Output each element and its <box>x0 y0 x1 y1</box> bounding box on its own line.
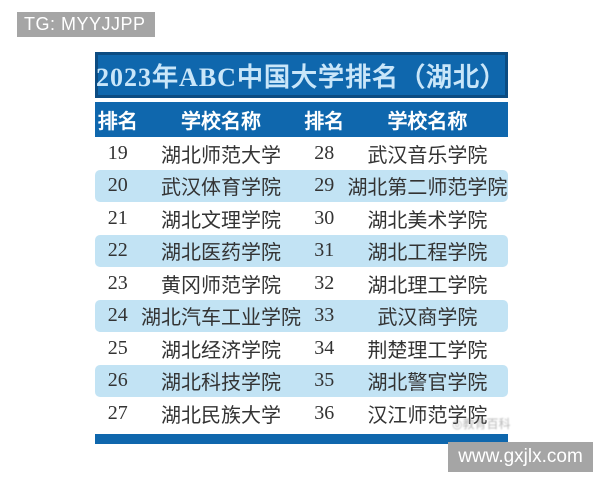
rank-cell: 23 <box>107 271 128 294</box>
school-name-cell: 湖北警官学院 <box>367 372 488 395</box>
table-footer-bar <box>95 433 508 444</box>
table-row: 25 湖北经济学院 34 荆楚理工学院 <box>95 332 508 365</box>
rank-cell: 31 <box>314 239 335 262</box>
rank-cell: 27 <box>107 401 128 424</box>
school-name-cell: 汉江师范学院 <box>367 404 488 427</box>
column-header-school-right: 学校名称 <box>387 111 468 133</box>
school-name-cell: 湖北师范大学 <box>160 144 281 167</box>
table-row: 22 湖北医药学院 31 湖北工程学院 <box>95 234 508 267</box>
rank-cell: 21 <box>107 206 128 229</box>
rank-cell: 28 <box>314 141 335 164</box>
table-row: 20 武汉体育学院 29 湖北第二师范学院 <box>95 169 508 202</box>
rank-cell: 33 <box>314 304 335 327</box>
tg-watermark-badge: TG: MYYJJPP <box>17 12 155 37</box>
rank-cell: 30 <box>314 206 335 229</box>
rank-cell: 32 <box>314 271 335 294</box>
table-row: 23 黄冈师范学院 32 湖北理工学院 <box>95 267 508 300</box>
school-name-cell: 湖北工程学院 <box>367 242 488 265</box>
table-header-row: 排名 学校名称 排名 学校名称 <box>95 102 508 137</box>
school-name-cell: 湖北医药学院 <box>160 242 281 265</box>
school-name-cell: 湖北文理学院 <box>160 209 281 232</box>
school-name-cell: 湖北汽车工业学院 <box>140 307 301 330</box>
table-row: 24 湖北汽车工业学院 33 武汉商学院 <box>95 299 508 332</box>
table-row: 27 湖北民族大学 36 汉江师范学院 <box>95 397 508 430</box>
table-title: 2023年ABC中国大学排名（湖北） <box>95 52 508 98</box>
school-name-cell: 湖北美术学院 <box>367 209 488 232</box>
url-watermark-badge: www.gxjlx.com <box>448 442 593 472</box>
school-name-cell: 荆楚理工学院 <box>367 339 488 362</box>
school-name-cell: 湖北第二师范学院 <box>347 177 508 200</box>
school-name-cell: 武汉体育学院 <box>160 177 281 200</box>
rank-cell: 26 <box>107 369 128 392</box>
rank-cell: 22 <box>107 239 128 262</box>
table-row: 21 湖北文理学院 30 湖北美术学院 <box>95 202 508 235</box>
school-name-cell: 武汉音乐学院 <box>367 144 488 167</box>
ranking-table: 2023年ABC中国大学排名（湖北） 排名 学校名称 排名 学校名称 19 湖北师… <box>95 52 508 444</box>
school-name-cell: 武汉商学院 <box>377 307 478 330</box>
faint-watermark: ◎教育百科 <box>452 417 511 431</box>
school-name-cell: 湖北科技学院 <box>160 372 281 395</box>
rank-cell: 34 <box>314 336 335 359</box>
school-name-cell: 湖北理工学院 <box>367 274 488 297</box>
rank-cell: 24 <box>107 304 128 327</box>
school-name-cell: 湖北经济学院 <box>160 339 281 362</box>
table-row: 26 湖北科技学院 35 湖北警官学院 <box>95 364 508 397</box>
rank-cell: 19 <box>107 141 128 164</box>
rank-cell: 36 <box>314 401 335 424</box>
table-row: 19 湖北师范大学 28 武汉音乐学院 <box>95 137 508 170</box>
rank-cell: 35 <box>314 369 335 392</box>
rank-cell: 29 <box>314 174 335 197</box>
school-name-cell: 黄冈师范学院 <box>160 274 281 297</box>
rank-cell: 25 <box>107 336 128 359</box>
column-header-rank-left: 排名 <box>97 111 138 133</box>
column-header-rank-right: 排名 <box>304 111 345 133</box>
table-body: 19 湖北师范大学 28 武汉音乐学院 20 武汉体育学院 29 湖北第二师范学院 21 湖北文理… <box>95 137 508 430</box>
column-header-school-left: 学校名称 <box>180 111 261 133</box>
school-name-cell: 湖北民族大学 <box>160 404 281 427</box>
rank-cell: 20 <box>107 174 128 197</box>
